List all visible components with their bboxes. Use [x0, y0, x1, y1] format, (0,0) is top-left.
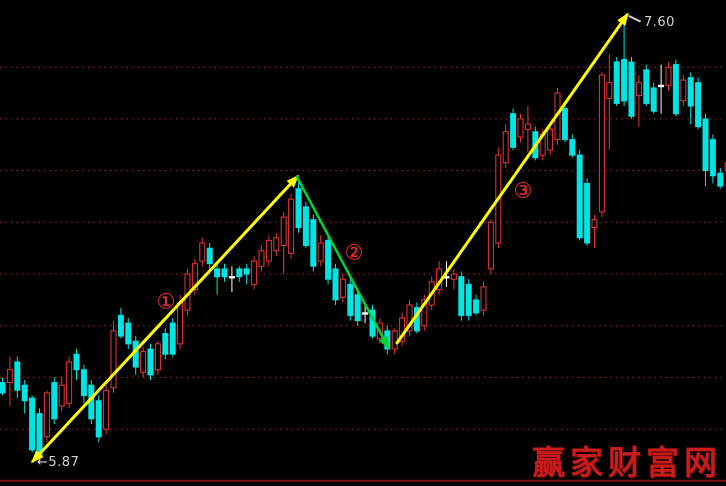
candle-down	[221, 268, 228, 278]
high-price-callout: 7.60	[644, 15, 675, 30]
candle-down	[73, 353, 80, 371]
candle-down	[510, 113, 517, 148]
candle-down	[458, 276, 465, 316]
candle-down	[147, 348, 154, 376]
candle-down	[347, 283, 354, 316]
candle-up	[635, 82, 642, 97]
candle-up	[228, 276, 235, 279]
candle-up	[362, 312, 369, 315]
candle-up	[480, 286, 487, 311]
candle-down	[332, 268, 339, 301]
candle-up	[591, 219, 598, 228]
candle-up	[110, 330, 117, 389]
candle-up	[140, 351, 147, 373]
candle-down	[325, 239, 332, 280]
watermark: 赢家财富网	[532, 443, 722, 483]
candle-up	[6, 369, 13, 384]
candle-up	[43, 392, 50, 438]
low-price-callout: ←5.87	[37, 455, 80, 470]
candle-down	[643, 69, 650, 104]
candle-down	[465, 283, 472, 316]
candle-down	[672, 64, 679, 115]
candle-down	[354, 294, 361, 322]
candle-down	[687, 77, 694, 107]
candle-up	[66, 361, 73, 404]
candle-down	[709, 139, 716, 177]
candle-down	[169, 322, 176, 355]
candle-up	[606, 82, 613, 99]
candle-down	[473, 299, 480, 314]
candle-down	[80, 369, 87, 397]
candle-up	[265, 239, 272, 262]
wave-label-2: ②	[344, 240, 364, 265]
candle-up	[524, 123, 531, 130]
candle-up	[177, 302, 184, 345]
candle-up	[258, 250, 265, 267]
candle-up	[199, 242, 206, 262]
candle-up	[598, 74, 605, 213]
candle-down	[310, 219, 317, 267]
candle-down	[236, 268, 243, 278]
candle-up	[391, 330, 398, 350]
trend-line-wave2	[295, 175, 390, 350]
candle-down	[613, 61, 620, 104]
candle-down	[125, 322, 132, 345]
candle-down	[162, 333, 169, 355]
candle-down	[695, 82, 702, 128]
candle-down	[206, 247, 213, 265]
candle-up	[280, 216, 287, 247]
candle-up	[658, 84, 665, 88]
candle-down	[51, 382, 58, 420]
candle-up	[58, 384, 65, 407]
candle-down	[214, 268, 221, 278]
candle-up	[487, 221, 494, 270]
candle-up	[665, 66, 672, 86]
candle-up	[339, 278, 346, 298]
candle-down	[702, 118, 709, 172]
candle-down	[117, 314, 124, 337]
candle-down	[0, 382, 6, 394]
candle-up	[103, 389, 110, 430]
candle-down	[650, 87, 657, 112]
candle-down	[29, 397, 36, 451]
candle-up	[251, 260, 258, 285]
candle-down	[584, 183, 591, 244]
trend-line-wave3	[395, 12, 629, 345]
candle-down	[561, 108, 568, 141]
candle-down	[243, 268, 250, 275]
candle-down	[628, 61, 635, 117]
trend-line-wave1	[30, 174, 300, 464]
candle-down	[302, 206, 309, 247]
candle-up	[317, 242, 324, 262]
candle-up	[154, 343, 161, 371]
candle-down	[295, 188, 302, 228]
candle-up	[273, 237, 280, 252]
candle-up	[406, 304, 413, 332]
candle-up	[450, 273, 457, 280]
candle-up	[680, 79, 687, 102]
candle-up	[502, 131, 509, 164]
wave-label-3: ③	[513, 178, 533, 203]
candle-up	[547, 128, 554, 151]
candle-up	[517, 118, 524, 138]
wave-label-1: ①	[156, 289, 176, 314]
candle-down	[569, 139, 576, 156]
candle-up	[288, 198, 295, 254]
candle-down	[576, 154, 583, 239]
candle-up	[421, 299, 428, 327]
candle-down	[21, 384, 28, 402]
candle-down	[95, 400, 102, 438]
candle-down	[14, 361, 21, 391]
candle-down	[717, 172, 724, 187]
candle-down	[621, 59, 628, 102]
